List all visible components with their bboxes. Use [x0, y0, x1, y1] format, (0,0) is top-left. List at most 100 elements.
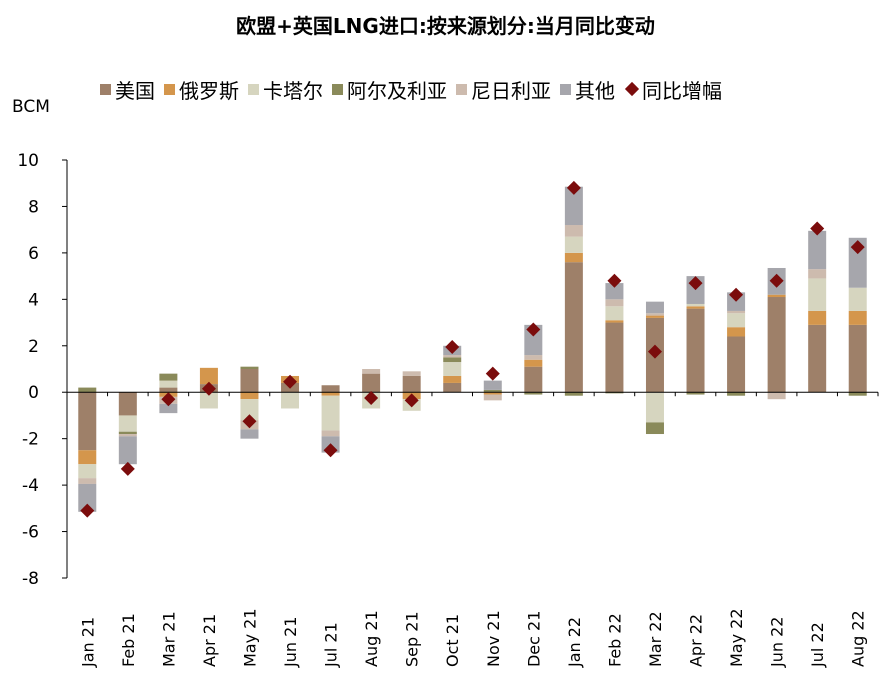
legend-item: 卡塔尔 [248, 75, 323, 104]
bar-segment [402, 375, 421, 393]
bar-segment [645, 313, 664, 316]
legend-item: 阿尔及利亚 [332, 75, 447, 104]
yoy-diamond-marker [729, 287, 744, 302]
x-tick-label: May 22 [727, 608, 746, 667]
bar-segment [118, 436, 137, 465]
bar-segment [564, 225, 583, 237]
bar-segment [645, 392, 664, 423]
bar-segment [727, 310, 746, 314]
x-tick-label: Jan 21 [78, 617, 97, 668]
bar-segment [686, 306, 705, 309]
y-tick-label: -2 [22, 430, 39, 450]
yoy-diamond-marker [120, 461, 135, 476]
yoy-diamond-marker [566, 180, 581, 195]
legend-item: 美国 [100, 75, 155, 104]
y-tick-label: 2 [28, 337, 39, 357]
legend-swatch [248, 83, 259, 95]
legend-swatch [332, 83, 343, 95]
x-tick-label: Dec 21 [524, 611, 543, 667]
bar-segment [321, 395, 340, 431]
bar-segment [524, 366, 543, 393]
bar-segment [848, 310, 867, 325]
yoy-diamond-marker [201, 381, 216, 396]
legend-label: 同比增幅 [642, 78, 722, 103]
bar-segment [159, 380, 178, 388]
bar-segment [848, 324, 867, 393]
y-tick-label: 4 [28, 290, 39, 310]
y-tick-label: 8 [28, 197, 39, 217]
legend-label: 其他 [575, 78, 615, 103]
bar-segment [240, 366, 259, 369]
x-tick-label: Feb 22 [605, 613, 624, 667]
bar-segment [808, 324, 827, 393]
bar-segment [767, 392, 786, 400]
bar-segment [118, 392, 137, 416]
x-tick-label: Jul 22 [808, 622, 827, 668]
bar-segment [240, 399, 259, 421]
x-tick-label: Mar 22 [646, 611, 665, 667]
legend-label: 尼日利亚 [471, 78, 551, 103]
yoy-diamond-marker [607, 273, 622, 288]
bar-segment [808, 278, 827, 311]
bar-segment [483, 389, 502, 393]
x-tick-label: Sep 21 [403, 611, 422, 667]
x-tick-label: Aug 22 [849, 610, 868, 667]
y-tick-label: 10 [17, 151, 39, 171]
yoy-diamond-marker [526, 322, 541, 337]
yoy-diamond-marker [404, 393, 419, 408]
legend-item: 同比增幅 [624, 75, 722, 104]
yoy-diamond-marker [810, 221, 825, 236]
bar-segment [564, 186, 583, 226]
bar-segment [727, 327, 746, 337]
bar-segment [78, 483, 97, 512]
bar-segment [808, 269, 827, 279]
x-tick-label: Jun 21 [281, 617, 300, 668]
x-tick-label: Apr 21 [200, 614, 219, 667]
y-tick-label: -8 [22, 569, 39, 589]
bar-segment [402, 371, 421, 376]
bar-segment [645, 301, 664, 314]
bar-segment [564, 262, 583, 393]
yoy-diamond-marker [769, 273, 784, 288]
x-tick-label: Oct 21 [443, 614, 462, 667]
bar-segment [118, 431, 137, 435]
yoy-diamond-marker [647, 344, 662, 359]
bar-segment [605, 306, 624, 321]
bar-segment [240, 429, 259, 439]
yoy-diamond-marker [445, 339, 460, 354]
bar-segment [443, 355, 462, 358]
yoy-diamond-marker [323, 443, 338, 458]
bar-segment [605, 322, 624, 393]
y-tick-label: 0 [28, 383, 39, 403]
bar-segment [118, 434, 137, 437]
chart-title: 欧盟+英国LNG进口:按来源划分:当月同比变动 [236, 14, 655, 38]
bar-segment [645, 315, 664, 318]
y-tick-label: -4 [22, 476, 39, 496]
legend-label: 卡塔尔 [263, 78, 323, 103]
bar-segment [443, 357, 462, 363]
bar-segment [483, 394, 502, 401]
bar-segment [78, 387, 97, 393]
bar-segment [362, 369, 381, 374]
bar-segment [362, 373, 381, 393]
yoy-diamond-marker [485, 366, 500, 381]
bar-segment [524, 359, 543, 367]
legend-swatch [100, 83, 111, 95]
yoy-diamond-marker [850, 240, 865, 255]
legend-item: 尼日利亚 [456, 75, 551, 104]
bar-segment [443, 382, 462, 393]
bar-segment [727, 392, 746, 396]
bar-segment [767, 297, 786, 393]
bar-segment [199, 367, 218, 385]
x-tick-label: Jul 21 [322, 622, 341, 668]
x-tick-label: Feb 21 [119, 613, 138, 667]
bar-segment [524, 324, 543, 356]
bar-segment [524, 392, 543, 395]
chart-legend: 美国 俄罗斯 卡塔尔 阿尔及利亚 尼日利亚 其他 同比增幅 [100, 75, 731, 103]
legend-item: 其他 [560, 75, 615, 104]
legend-label: 俄罗斯 [179, 78, 239, 103]
bar-segment [78, 392, 97, 451]
yoy-diamond-marker [688, 276, 703, 291]
bar-segment [281, 392, 300, 409]
bar-segment [159, 387, 178, 393]
